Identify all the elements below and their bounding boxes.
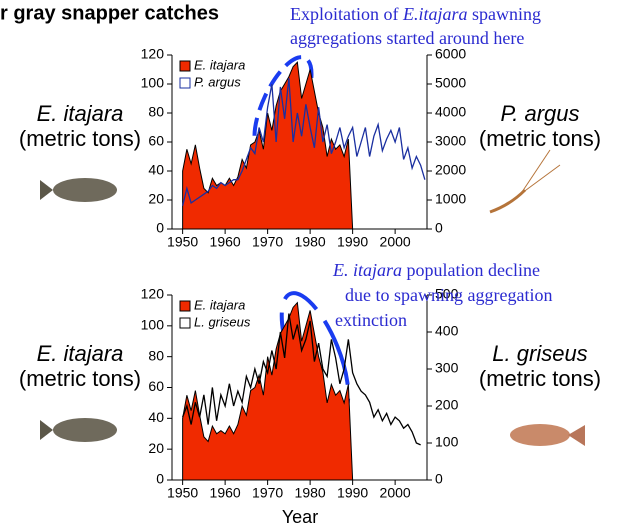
y2-axis-label: P. argus [500,101,579,126]
y2-axis-label: L. griseus [492,341,587,366]
legend-swatch [180,78,190,88]
legend-swatch [180,318,190,328]
y-tick-label: 120 [141,286,165,302]
annotation: due to spawning aggregation [345,285,552,305]
x-tick-label: 1970 [252,485,283,501]
y-tick-label: 80 [148,347,164,363]
y2-tick-label: 300 [435,360,459,376]
x-tick-label: 2000 [380,485,411,501]
snapper-illustration [510,424,585,446]
y2-tick-label: 0 [435,220,443,236]
y-axis-label: E. itajara [37,341,124,366]
annotation: extinction [335,310,407,330]
annotation: aggregations started around here [290,28,524,48]
y-tick-label: 80 [148,104,164,120]
y2-tick-label: 0 [435,471,443,487]
y2-tick-label: 400 [435,323,459,339]
annotation-part: spawning [468,4,542,24]
annotation-part: Exploitation of [290,4,403,24]
annotation: E. itajara population decline [332,260,540,280]
x-tick-label: 1970 [252,234,283,250]
x-tick-label: 2000 [380,234,411,250]
y2-axis-label: (metric tons) [479,366,601,391]
annotation-part: extinction [335,310,407,330]
y2-tick-label: 100 [435,434,459,450]
y-tick-label: 60 [148,378,164,394]
grouper-illustration [40,178,117,442]
y2-tick-label: 1000 [435,191,466,207]
y2-tick-label: 2000 [435,162,466,178]
legend-swatch [180,301,190,311]
annotation-part: aggregations started around here [290,28,524,48]
x-tick-label: 1990 [337,234,368,250]
legend-label: L. griseus [194,314,251,329]
y2-tick-label: 3000 [435,133,466,149]
y-tick-label: 0 [156,220,164,236]
legend-label: E. itajara [194,57,245,72]
y-tick-label: 60 [148,133,164,149]
annotation-part: E. itajara [332,260,402,280]
x-tick-label: 1950 [167,485,198,501]
x-tick-label: 1960 [210,485,241,501]
x-tick-label: 1960 [210,234,241,250]
y-tick-label: 40 [148,409,164,425]
x-tick-label: 1990 [337,485,368,501]
annotation-part: due to spawning aggregation [345,285,552,305]
figure: r gray snapper catches 02040608010012001… [0,0,626,527]
lobster-illustration [490,150,560,212]
annotation-part: E.itajara [402,4,468,24]
legend-label: P. argus [194,74,241,89]
y2-tick-label: 5000 [435,75,466,91]
legend-swatch [180,61,190,71]
annotation: Exploitation of E.itajara spawning [290,4,541,24]
x-tick-label: 1980 [295,485,326,501]
y2-axis-label: (metric tons) [479,126,601,151]
y-tick-label: 20 [148,440,164,456]
legend-label: E. itajara [194,297,245,312]
y-tick-label: 120 [141,46,165,62]
y-axis-label: E. itajara [37,101,124,126]
y-tick-label: 20 [148,191,164,207]
y-axis-label: (metric tons) [19,366,141,391]
x-axis-label: Year [282,507,318,527]
y-tick-label: 100 [141,75,165,91]
annotation-part: population decline [402,260,540,280]
y2-tick-label: 4000 [435,104,466,120]
y-tick-label: 0 [156,471,164,487]
x-tick-label: 1980 [295,234,326,250]
page-title: r gray snapper catches [0,2,219,24]
y2-tick-label: 200 [435,397,459,413]
y-tick-label: 40 [148,162,164,178]
x-tick-label: 1950 [167,234,198,250]
y-axis-label: (metric tons) [19,126,141,151]
y-tick-label: 100 [141,317,165,333]
